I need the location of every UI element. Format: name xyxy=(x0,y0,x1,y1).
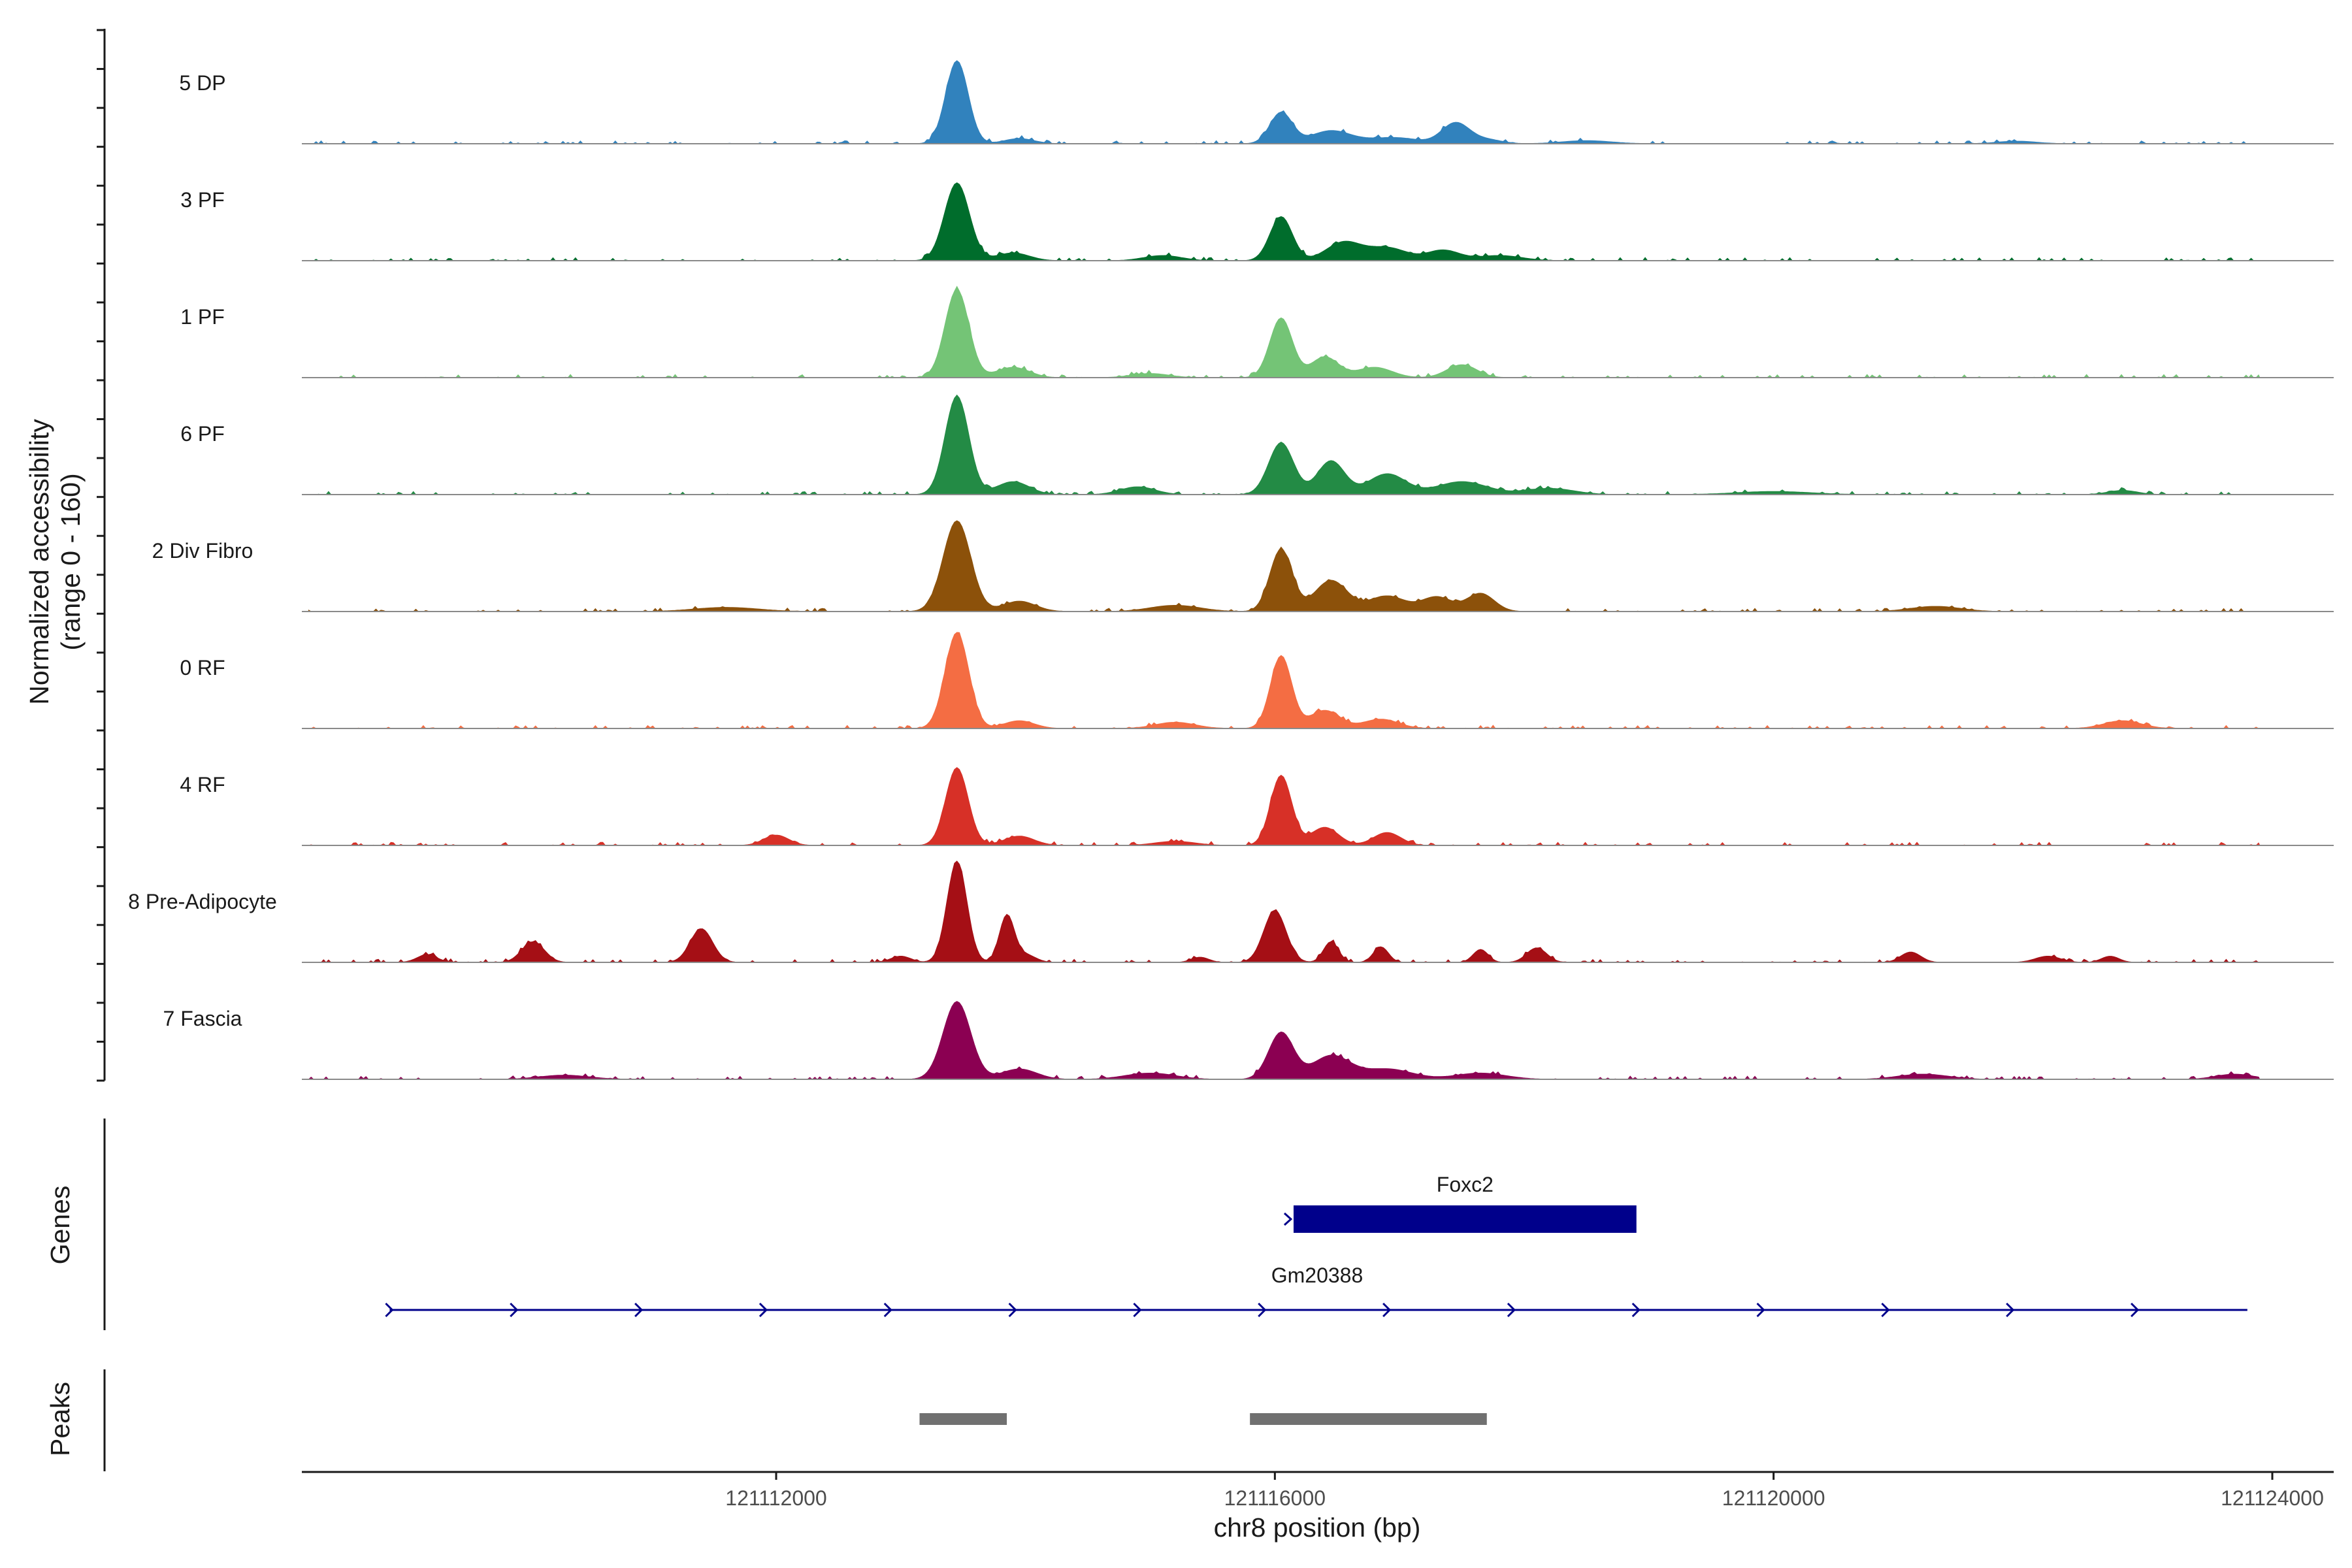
peak-region xyxy=(919,1413,1007,1425)
gene-strand-arrow xyxy=(385,1302,394,1318)
track-label: 7 Fascia xyxy=(163,1007,242,1030)
gene-strand-arrow xyxy=(2131,1302,2140,1318)
track-label: 8 Pre-Adipocyte xyxy=(128,890,277,913)
gene-strand-arrow xyxy=(1881,1302,1890,1318)
gene-strand-arrow xyxy=(883,1302,892,1318)
gene-strand-arrow xyxy=(634,1302,644,1318)
gene-foxc2-exon xyxy=(1293,1205,1637,1233)
gene-strand-arrow xyxy=(1631,1302,1641,1318)
track-2-div-fibro: 2 Div Fibro xyxy=(152,520,2334,612)
x-tick-label: 121120000 xyxy=(1722,1486,1825,1510)
track-label: 1 PF xyxy=(180,305,225,329)
peak-region xyxy=(1250,1413,1487,1425)
gene-strand-arrow xyxy=(1283,1212,1293,1226)
gene-label-gm20388: Gm20388 xyxy=(1271,1264,1364,1287)
track-3-pf: 3 PF xyxy=(180,182,2334,261)
y-axis-range-label: (range 0 - 160) xyxy=(56,473,86,650)
coverage-area xyxy=(308,520,2260,612)
gene-strand-arrow xyxy=(510,1302,519,1318)
track-label: 5 DP xyxy=(179,71,225,95)
track-7-fascia: 7 Fascia xyxy=(163,1001,2334,1080)
track-8-pre-adipocyte: 8 Pre-Adipocyte xyxy=(128,860,2334,963)
coverage-area xyxy=(308,860,2260,963)
coverage-area xyxy=(308,1001,2261,1080)
gene-strand-arrow xyxy=(1133,1302,1142,1318)
track-label: 4 RF xyxy=(180,773,225,796)
gene-strand-arrow xyxy=(1382,1302,1392,1318)
track-6-pf: 6 PF xyxy=(180,394,2334,495)
gene-strand-arrow xyxy=(2006,1302,2015,1318)
x-tick-label: 121112000 xyxy=(725,1486,826,1510)
gene-strand-arrow xyxy=(759,1302,768,1318)
gene-label-foxc2: Foxc2 xyxy=(1437,1173,1494,1196)
coverage-area xyxy=(308,182,2260,261)
y-axis-title: Normalized accessibility xyxy=(24,419,54,705)
coverage-area xyxy=(308,632,2260,729)
coverage-area xyxy=(308,394,2260,495)
track-0-rf: 0 RF xyxy=(180,632,2334,729)
track-label: 2 Div Fibro xyxy=(152,539,253,563)
gene-strand-arrow xyxy=(1507,1302,1516,1318)
genes-panel: Foxc2 Gm20388 xyxy=(103,1119,2247,1330)
x-axis: 121112000 121116000 121120000 121124000 xyxy=(302,1471,2334,1510)
coverage-area xyxy=(308,60,2260,144)
x-tick-label: 121124000 xyxy=(2221,1486,2324,1510)
gene-strand-arrow xyxy=(1756,1302,1765,1318)
coverage-area xyxy=(308,767,2261,846)
peaks-panel xyxy=(103,1369,1487,1471)
track-label: 3 PF xyxy=(180,188,225,212)
track-5-dp: 5 DP xyxy=(179,60,2334,144)
track-label: 0 RF xyxy=(180,656,225,679)
coverage-tracks: 5 DP 3 PF 1 PF 6 PF 2 Div Fibro 0 RF 4 RF 8 Pre… xyxy=(128,60,2334,1080)
coverage-area xyxy=(308,286,2261,378)
track-4-rf: 4 RF xyxy=(180,767,2334,846)
x-axis-title: chr8 position (bp) xyxy=(1214,1512,1421,1543)
accessibility-y-axis xyxy=(97,29,106,1082)
x-tick-label: 121116000 xyxy=(1224,1486,1326,1510)
peaks-axis-title: Peaks xyxy=(45,1382,75,1456)
gene-strand-arrow xyxy=(1258,1302,1267,1318)
track-label: 6 PF xyxy=(180,422,225,446)
genes-axis-title: Genes xyxy=(45,1186,75,1265)
gene-strand-arrow xyxy=(1008,1302,1017,1318)
track-1-pf: 1 PF xyxy=(180,286,2334,378)
